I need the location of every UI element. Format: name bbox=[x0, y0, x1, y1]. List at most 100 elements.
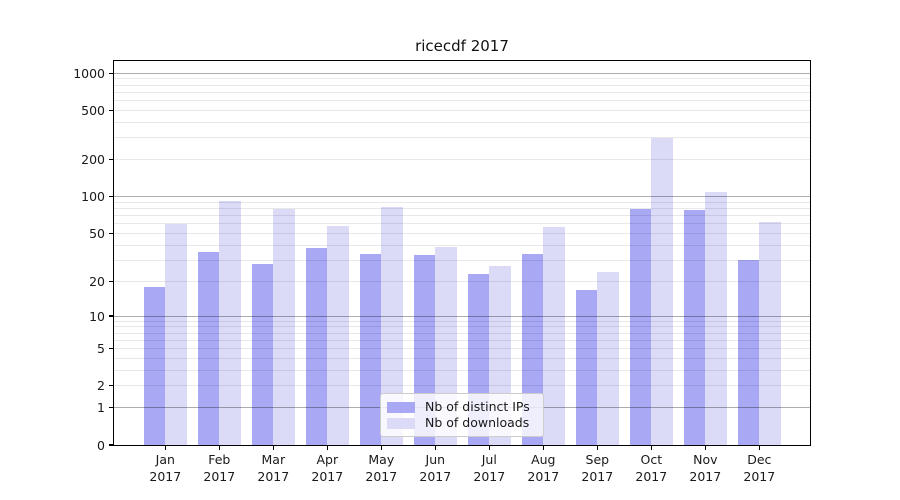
x-tick-mark-oct bbox=[650, 445, 652, 450]
x-tick-label-mar: Mar 2017 bbox=[243, 452, 303, 485]
y-tick-label-0: 0 bbox=[97, 437, 105, 453]
x-tick-label-nov: Nov 2017 bbox=[675, 452, 735, 485]
bar-ips-oct bbox=[629, 208, 652, 445]
y-tick-label-2: 2 bbox=[97, 378, 105, 394]
bar-downloads-aug bbox=[543, 227, 565, 445]
x-tick-label-may: May 2017 bbox=[351, 452, 411, 485]
chart-title: ricecdf 2017 bbox=[415, 37, 509, 55]
y-tick-label-50: 50 bbox=[89, 225, 105, 241]
bar-downloads-feb bbox=[219, 201, 241, 445]
x-tick-year: 2017 bbox=[689, 468, 722, 484]
bar-downloads-nov bbox=[705, 191, 727, 445]
x-tick-year: 2017 bbox=[419, 468, 452, 484]
x-tick-month: Jan bbox=[155, 452, 175, 467]
gridline-900 bbox=[114, 78, 810, 80]
x-tick-label-aug: Aug 2017 bbox=[513, 452, 573, 485]
x-tick-year: 2017 bbox=[635, 468, 668, 484]
bar-ips-feb bbox=[197, 252, 220, 445]
x-tick-mark-jan bbox=[164, 445, 166, 450]
x-tick-label-jan: Jan 2017 bbox=[135, 452, 195, 485]
gridline-700 bbox=[114, 92, 810, 93]
y-tick-mark-100 bbox=[109, 196, 114, 198]
x-tick-year: 2017 bbox=[311, 468, 344, 484]
legend-item-distinct-ips: Nb of distinct IPs bbox=[387, 399, 537, 415]
y-tick-label-200: 200 bbox=[81, 152, 105, 168]
bar-ips-sep bbox=[575, 289, 598, 445]
y-tick-mark-200 bbox=[109, 159, 114, 161]
x-tick-year: 2017 bbox=[581, 468, 614, 484]
x-tick-month: Nov bbox=[693, 452, 718, 467]
x-tick-year: 2017 bbox=[203, 468, 236, 484]
x-tick-label-jul: Jul 2017 bbox=[459, 452, 519, 485]
x-tick-mark-mar bbox=[272, 445, 274, 450]
bar-ips-mar bbox=[251, 263, 274, 445]
bar-downloads-apr bbox=[327, 225, 349, 445]
bar-downloads-sep bbox=[597, 271, 619, 445]
bar-downloads-jan bbox=[165, 223, 187, 445]
x-tick-label-jun: Jun 2017 bbox=[405, 452, 465, 485]
y-tick-mark-1 bbox=[109, 407, 114, 409]
x-tick-mark-apr bbox=[326, 445, 328, 450]
x-tick-month: Aug bbox=[531, 452, 556, 467]
bar-ips-dec bbox=[737, 260, 760, 445]
x-tick-mark-jun bbox=[434, 445, 436, 450]
x-tick-month: May bbox=[368, 452, 395, 467]
x-tick-month: Jun bbox=[425, 452, 446, 467]
y-tick-label-1000: 1000 bbox=[73, 65, 105, 81]
y-tick-label-1: 1 bbox=[97, 400, 105, 416]
bar-downloads-oct bbox=[651, 137, 673, 445]
x-tick-label-dec: Dec 2017 bbox=[729, 452, 789, 485]
y-tick-label-5: 5 bbox=[97, 341, 105, 357]
x-tick-label-oct: Oct 2017 bbox=[621, 452, 681, 485]
bar-downloads-mar bbox=[273, 209, 295, 445]
x-tick-label-feb: Feb 2017 bbox=[189, 452, 249, 485]
y-tick-mark-1000 bbox=[109, 72, 114, 74]
x-tick-label-sep: Sep 2017 bbox=[567, 452, 627, 485]
x-tick-year: 2017 bbox=[365, 468, 398, 484]
y-tick-label-20: 20 bbox=[89, 273, 105, 289]
y-tick-label-500: 500 bbox=[81, 103, 105, 119]
bar-ips-apr bbox=[305, 247, 328, 445]
x-tick-mark-may bbox=[380, 445, 382, 450]
bar-ips-jan bbox=[143, 286, 166, 445]
x-tick-year: 2017 bbox=[149, 468, 182, 484]
gridline-500 bbox=[114, 110, 810, 112]
x-tick-month: Jul bbox=[481, 452, 497, 467]
y-tick-label-10: 10 bbox=[89, 308, 105, 324]
y-tick-mark-500 bbox=[109, 109, 114, 112]
x-tick-month: Feb bbox=[208, 452, 231, 467]
y-tick-mark-2 bbox=[109, 385, 114, 387]
y-tick-mark-50 bbox=[109, 232, 114, 235]
x-tick-mark-feb bbox=[218, 445, 220, 450]
x-tick-month: Sep bbox=[585, 452, 610, 467]
legend-label-downloads: Nb of downloads bbox=[425, 415, 530, 430]
x-tick-month: Mar bbox=[261, 452, 286, 467]
x-tick-mark-nov bbox=[704, 445, 706, 450]
bar-downloads-may bbox=[381, 207, 403, 445]
x-tick-label-apr: Apr 2017 bbox=[297, 452, 357, 485]
x-tick-mark-jul bbox=[488, 445, 490, 450]
x-tick-mark-dec bbox=[758, 445, 760, 450]
gridline-1000 bbox=[114, 72, 810, 74]
y-tick-mark-10 bbox=[109, 315, 114, 317]
y-tick-label-100: 100 bbox=[81, 189, 105, 205]
x-tick-month: Oct bbox=[640, 452, 663, 467]
y-tick-mark-5 bbox=[109, 348, 114, 350]
legend: Nb of distinct IPs Nb of downloads bbox=[380, 393, 544, 437]
x-tick-year: 2017 bbox=[257, 468, 290, 484]
legend-item-downloads: Nb of downloads bbox=[387, 415, 537, 431]
x-tick-year: 2017 bbox=[527, 468, 560, 484]
x-tick-year: 2017 bbox=[743, 468, 776, 484]
gridline-200 bbox=[114, 159, 810, 161]
y-tick-mark-0 bbox=[109, 444, 114, 446]
x-tick-year: 2017 bbox=[473, 468, 506, 484]
y-tick-mark-20 bbox=[109, 280, 114, 282]
gridline-400 bbox=[114, 122, 810, 124]
x-tick-mark-sep bbox=[596, 445, 598, 450]
x-tick-mark-aug bbox=[542, 445, 544, 450]
legend-label-distinct-ips: Nb of distinct IPs bbox=[425, 399, 530, 414]
bar-ips-may bbox=[359, 253, 382, 445]
gridline-300 bbox=[114, 137, 810, 139]
legend-swatch-downloads bbox=[387, 417, 415, 429]
